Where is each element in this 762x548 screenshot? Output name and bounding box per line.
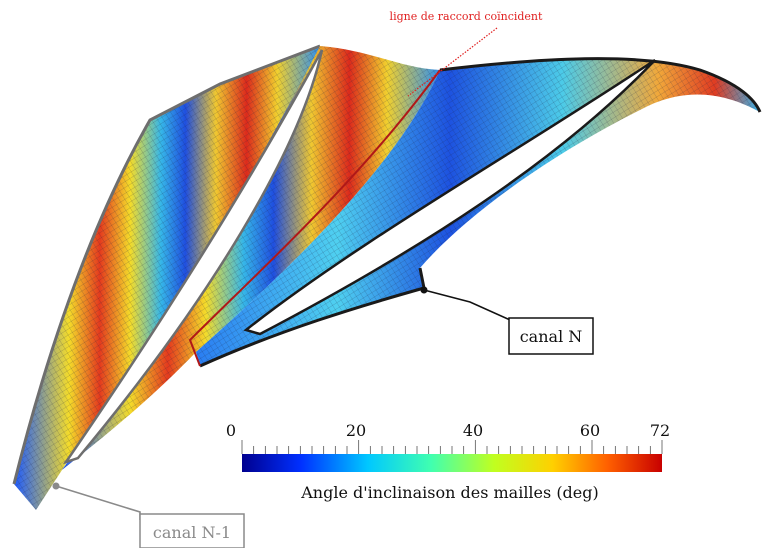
blade-n1 [62, 49, 324, 465]
colorbar-tick-label-0: 0 [226, 421, 236, 440]
colorbar-tick-label-72: 72 [650, 421, 670, 440]
canal-n-label-box [508, 317, 594, 355]
blades [62, 49, 656, 465]
colorbar-minor-ticks [241, 440, 663, 454]
colorbar: 0 20 40 60 72 Angle d'inclinaison des ma… [222, 410, 682, 505]
colorbar-tick-label-40: 40 [463, 421, 483, 440]
canal-n1-leader [55, 485, 141, 520]
colorbar-title: Angle d'inclinaison des mailles (deg) [300, 483, 599, 502]
blade-n [243, 58, 656, 336]
coincident-match-line [188, 69, 441, 367]
canal-n-leader [423, 289, 511, 321]
canal-n1-label: canal N-1 [153, 523, 231, 542]
middle-passage-region [62, 46, 440, 470]
colorbar-tick-label-60: 60 [580, 421, 600, 440]
canal-n1-label-box [139, 513, 245, 548]
colorbar-gradient [242, 454, 662, 472]
top-label-leader [407, 27, 498, 97]
canal-n1-region [12, 44, 321, 510]
canal-n1-marker [52, 482, 60, 490]
canal-n-marker [420, 286, 428, 294]
canal-n-label: canal N [520, 327, 583, 346]
top-annotation-label: ligne de raccord coïncident [390, 10, 543, 23]
colorbar-tick-label-20: 20 [346, 421, 366, 440]
